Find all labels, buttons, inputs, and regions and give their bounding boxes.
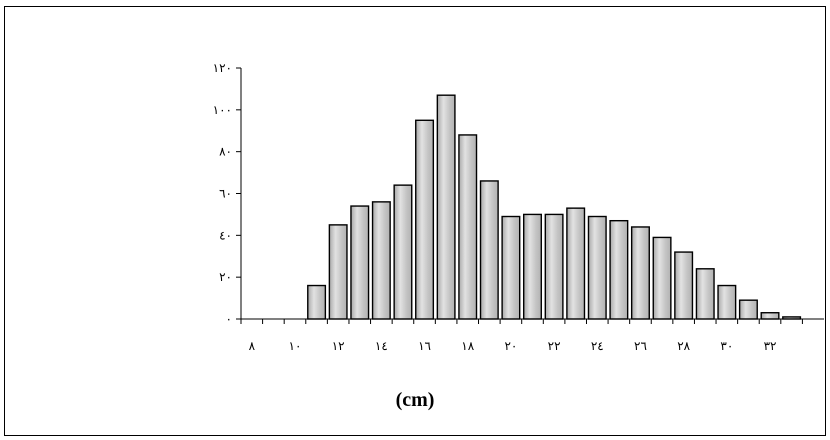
histogram-bar <box>695 268 715 320</box>
x-tick-label: ١٨ <box>461 339 474 353</box>
x-tick-label: ٣٢ <box>764 339 777 353</box>
x-tick-label: ٢٤ <box>591 339 604 353</box>
x-axis-label: (cm) <box>395 389 435 411</box>
x-tick-label: ١٤ <box>375 339 388 353</box>
histogram-bar <box>609 219 629 320</box>
histogram-bar <box>652 236 672 320</box>
histogram-bar <box>479 180 499 320</box>
x-tick-label: ٣٠ <box>720 339 733 353</box>
x-tick-label: ٨ <box>249 339 256 353</box>
x-tick-label: ٢٠ <box>504 339 517 353</box>
histogram-bar <box>566 207 586 320</box>
histogram-bar <box>307 284 327 320</box>
y-tick-label: ٠ <box>226 312 232 326</box>
histogram-bar <box>458 134 478 320</box>
histogram-bar <box>501 215 521 320</box>
histogram-bar <box>717 284 737 320</box>
y-tick-label: ٦٠ <box>219 187 232 201</box>
y-tick-label: ٤٠ <box>219 228 232 242</box>
histogram-bar <box>630 226 650 320</box>
histogram-bar <box>415 119 435 320</box>
x-tick-label: ٢٦ <box>634 339 647 353</box>
histogram-bar <box>760 312 780 320</box>
x-tick-label: ٢٨ <box>677 339 690 353</box>
x-axis-ticks: ٨ ١٠ ١٢ ١٤ ١٦ ١٨ ٢٠ ٢٢ ٢٤ ٢٦ ٢٨ ٣٠ ٣٢ <box>240 319 803 353</box>
chart-frame <box>4 6 826 436</box>
histogram-bar <box>393 184 413 320</box>
y-tick-label: ١٠٠ <box>213 103 232 117</box>
histogram-bar <box>587 215 607 320</box>
x-tick-label: ١٠ <box>289 339 302 353</box>
x-tick-label: ٢٢ <box>548 339 561 353</box>
histogram-bar <box>371 201 391 320</box>
histogram-bar <box>523 213 542 320</box>
histogram-bar <box>738 299 758 320</box>
histogram-bar <box>436 94 456 320</box>
x-tick-label: ١٦ <box>418 339 431 353</box>
y-axis-ticks: ٠ ٢٠ ٤٠ ٦٠ ٨٠ ١٠٠ ١٢٠ <box>213 61 241 326</box>
y-tick-label: ١٢٠ <box>213 61 232 75</box>
histogram-bar <box>674 251 694 320</box>
histogram-bar <box>350 205 370 320</box>
bar-series <box>307 94 802 320</box>
x-tick-label: ١٢ <box>332 339 345 353</box>
histogram-bar <box>328 224 348 320</box>
y-tick-label: ٨٠ <box>219 145 232 159</box>
y-tick-label: ٢٠ <box>219 270 232 284</box>
histogram-bar <box>544 213 564 320</box>
